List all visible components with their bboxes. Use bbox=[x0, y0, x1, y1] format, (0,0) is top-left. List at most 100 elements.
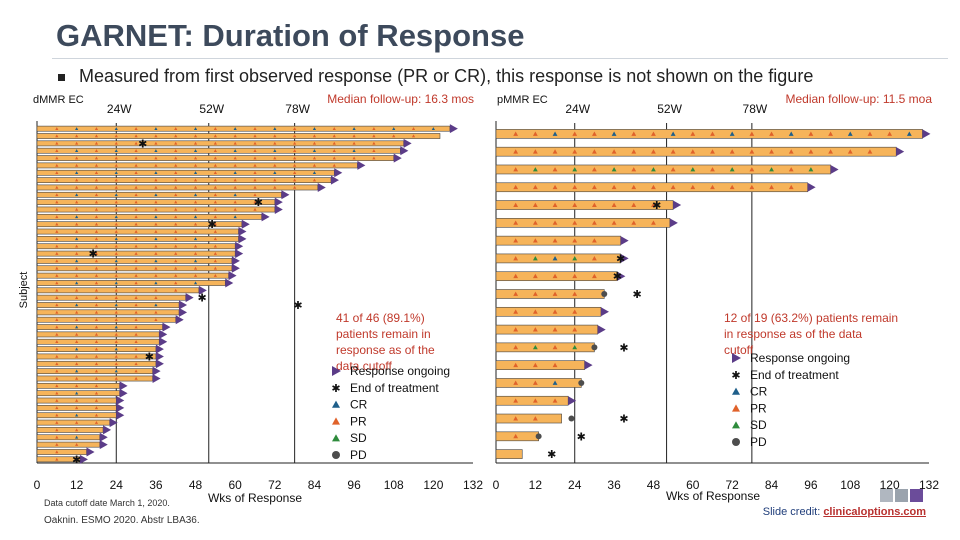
dmmr-assessment-marker bbox=[55, 171, 59, 175]
dmmr-assessment-marker bbox=[94, 332, 99, 336]
dmmr-assessment-marker bbox=[55, 185, 59, 189]
dmmr-assessment-marker bbox=[154, 141, 158, 145]
dmmr-assessment-marker bbox=[55, 193, 59, 197]
dmmr-assessment-marker bbox=[293, 163, 297, 167]
dmmr-assessment-marker bbox=[134, 244, 138, 248]
pmmr-ongoing-arrow bbox=[673, 200, 682, 210]
pmmr-assessment-marker bbox=[552, 344, 558, 350]
dmmr-assessment-marker bbox=[352, 149, 356, 152]
dmmr-assessment-marker bbox=[134, 318, 138, 321]
dmmr-end-of-treatment-marker: ✱ bbox=[145, 350, 154, 363]
dmmr-assessment-marker bbox=[94, 185, 99, 189]
dmmr-assessment-marker bbox=[134, 237, 138, 241]
pmmr-assessment-marker bbox=[532, 238, 538, 243]
pmmr-annotation: cutoff bbox=[724, 343, 754, 357]
dmmr-assessment-marker bbox=[154, 149, 158, 152]
dmmr-end-of-treatment-marker: ✱ bbox=[72, 453, 81, 466]
dmmr-assessment-marker bbox=[154, 244, 158, 248]
pmmr-assessment-marker bbox=[592, 238, 597, 243]
pmmr-assessment-marker bbox=[729, 149, 735, 154]
dmmr-assessment-marker bbox=[213, 134, 217, 138]
pmmr-assessment-marker bbox=[532, 202, 538, 207]
dmmr-assessment-marker bbox=[193, 237, 198, 241]
dmmr-x-tick-label: 36 bbox=[149, 478, 163, 492]
dmmr-bar bbox=[36, 294, 186, 301]
dmmr-assessment-marker bbox=[94, 376, 99, 380]
dmmr-assessment-marker bbox=[154, 259, 158, 263]
dmmr-assessment-marker bbox=[134, 288, 138, 292]
pmmr-assessment-marker bbox=[788, 167, 794, 172]
dmmr-legend-cr-label: CR bbox=[350, 398, 368, 412]
pmmr-assessment-marker bbox=[592, 167, 597, 172]
dmmr-assessment-marker bbox=[75, 406, 79, 410]
dmmr-ongoing-arrow bbox=[175, 315, 184, 325]
pmmr-assessment-marker bbox=[572, 220, 578, 225]
pmmr-x-tick-label: 24 bbox=[568, 478, 582, 492]
dmmr-assessment-marker bbox=[75, 384, 79, 388]
dmmr-assessment-marker bbox=[55, 178, 59, 182]
dmmr-bar bbox=[36, 302, 180, 308]
logo-square-icon bbox=[880, 489, 893, 502]
pmmr-assessment-marker bbox=[513, 327, 519, 332]
dmmr-assessment-marker bbox=[94, 406, 99, 410]
dmmr-annotation: response as of the bbox=[336, 343, 435, 357]
pmmr-assessment-marker bbox=[670, 149, 676, 154]
pmmr-annotation: 12 of 19 (63.2%) patients remain bbox=[724, 311, 898, 325]
pmmr-assessment-marker bbox=[552, 167, 558, 172]
dmmr-ongoing-arrow bbox=[119, 381, 128, 391]
pmmr-legend-cr-icon bbox=[732, 387, 740, 395]
pmmr-pd-marker bbox=[535, 433, 542, 440]
dmmr-assessment-marker bbox=[75, 443, 79, 446]
pmmr-assessment-marker bbox=[749, 149, 755, 154]
slide-credit: Slide credit: clinicaloptions.com bbox=[763, 506, 926, 518]
pmmr-assessment-marker bbox=[572, 131, 578, 136]
dmmr-ongoing-arrow bbox=[155, 344, 164, 354]
dmmr-assessment-marker bbox=[193, 193, 198, 197]
dmmr-assessment-marker bbox=[114, 325, 118, 329]
pmmr-assessment-marker bbox=[552, 238, 558, 243]
dmmr-assessment-marker bbox=[94, 193, 99, 197]
pmmr-assessment-marker bbox=[513, 220, 519, 225]
dmmr-assessment-marker bbox=[213, 207, 217, 211]
dmmr-assessment-marker bbox=[273, 178, 277, 182]
credit-link[interactable]: clinicaloptions.com bbox=[823, 506, 926, 518]
dmmr-assessment-marker bbox=[114, 193, 118, 197]
dmmr-assessment-marker bbox=[154, 281, 158, 285]
pmmr-assessment-marker bbox=[592, 131, 597, 136]
dmmr-assessment-marker bbox=[213, 171, 217, 175]
dmmr-assessment-marker bbox=[134, 222, 138, 226]
pmmr-assessment-marker bbox=[749, 131, 755, 136]
dmmr-assessment-marker bbox=[55, 362, 59, 366]
dmmr-ongoing-arrow bbox=[179, 307, 188, 317]
dmmr-assessment-marker bbox=[114, 354, 118, 358]
dmmr-assessment-marker bbox=[75, 369, 79, 373]
pmmr-ongoing-arrow bbox=[620, 253, 629, 263]
dmmr-assessment-marker bbox=[55, 296, 59, 299]
dmmr-x-tick-label: 120 bbox=[423, 478, 443, 492]
pmmr-assessment-marker bbox=[631, 149, 637, 154]
dmmr-assessment-marker bbox=[94, 141, 99, 145]
pmmr-ongoing-arrow bbox=[568, 396, 577, 406]
dmmr-ongoing-arrow bbox=[116, 410, 125, 420]
pmmr-assessment-marker bbox=[592, 220, 597, 225]
dmmr-bar bbox=[36, 236, 239, 242]
dmmr-assessment-marker bbox=[134, 229, 138, 233]
pmmr-assessment-marker bbox=[513, 131, 519, 136]
dmmr-assessment-marker bbox=[114, 229, 118, 233]
pmmr-assessment-marker bbox=[611, 149, 617, 154]
dmmr-ongoing-arrow bbox=[159, 329, 168, 339]
dmmr-assessment-marker bbox=[55, 274, 59, 277]
dmmr-end-of-treatment-marker: ✱ bbox=[89, 248, 98, 261]
dmmr-assessment-marker bbox=[75, 332, 79, 336]
dmmr-assessment-marker bbox=[55, 229, 59, 233]
dmmr-bar bbox=[36, 140, 404, 147]
dmmr-assessment-marker bbox=[332, 127, 336, 130]
dmmr-assessment-marker bbox=[55, 222, 59, 226]
bullet-square-icon bbox=[58, 73, 65, 81]
pmmr-assessment-marker bbox=[769, 149, 774, 154]
pmmr-pd-marker bbox=[601, 291, 608, 297]
dmmr-assessment-marker bbox=[75, 420, 79, 424]
dmmr-assessment-marker bbox=[94, 384, 99, 388]
dmmr-assessment-marker bbox=[174, 185, 178, 189]
